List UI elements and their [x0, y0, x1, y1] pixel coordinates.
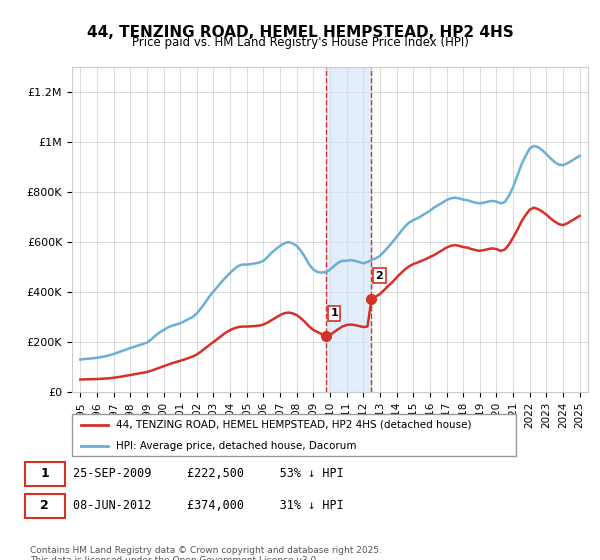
Text: 44, TENZING ROAD, HEMEL HEMPSTEAD, HP2 4HS: 44, TENZING ROAD, HEMEL HEMPSTEAD, HP2 4… — [86, 25, 514, 40]
Text: HPI: Average price, detached house, Dacorum: HPI: Average price, detached house, Daco… — [116, 441, 357, 451]
Text: 25-SEP-2009     £222,500     53% ↓ HPI: 25-SEP-2009 £222,500 53% ↓ HPI — [73, 467, 344, 480]
Text: Price paid vs. HM Land Registry's House Price Index (HPI): Price paid vs. HM Land Registry's House … — [131, 36, 469, 49]
Bar — [326, 67, 371, 392]
FancyBboxPatch shape — [72, 414, 516, 456]
Text: 08-JUN-2012     £374,000     31% ↓ HPI: 08-JUN-2012 £374,000 31% ↓ HPI — [73, 500, 344, 512]
Text: 44, TENZING ROAD, HEMEL HEMPSTEAD, HP2 4HS (detached house): 44, TENZING ROAD, HEMEL HEMPSTEAD, HP2 4… — [116, 420, 472, 430]
Text: Contains HM Land Registry data © Crown copyright and database right 2025.
This d: Contains HM Land Registry data © Crown c… — [30, 546, 382, 560]
Text: 1: 1 — [331, 309, 338, 319]
FancyBboxPatch shape — [25, 494, 65, 518]
Text: 1: 1 — [40, 467, 49, 480]
Text: 2: 2 — [376, 270, 383, 281]
Text: 2: 2 — [40, 500, 49, 512]
FancyBboxPatch shape — [25, 462, 65, 486]
